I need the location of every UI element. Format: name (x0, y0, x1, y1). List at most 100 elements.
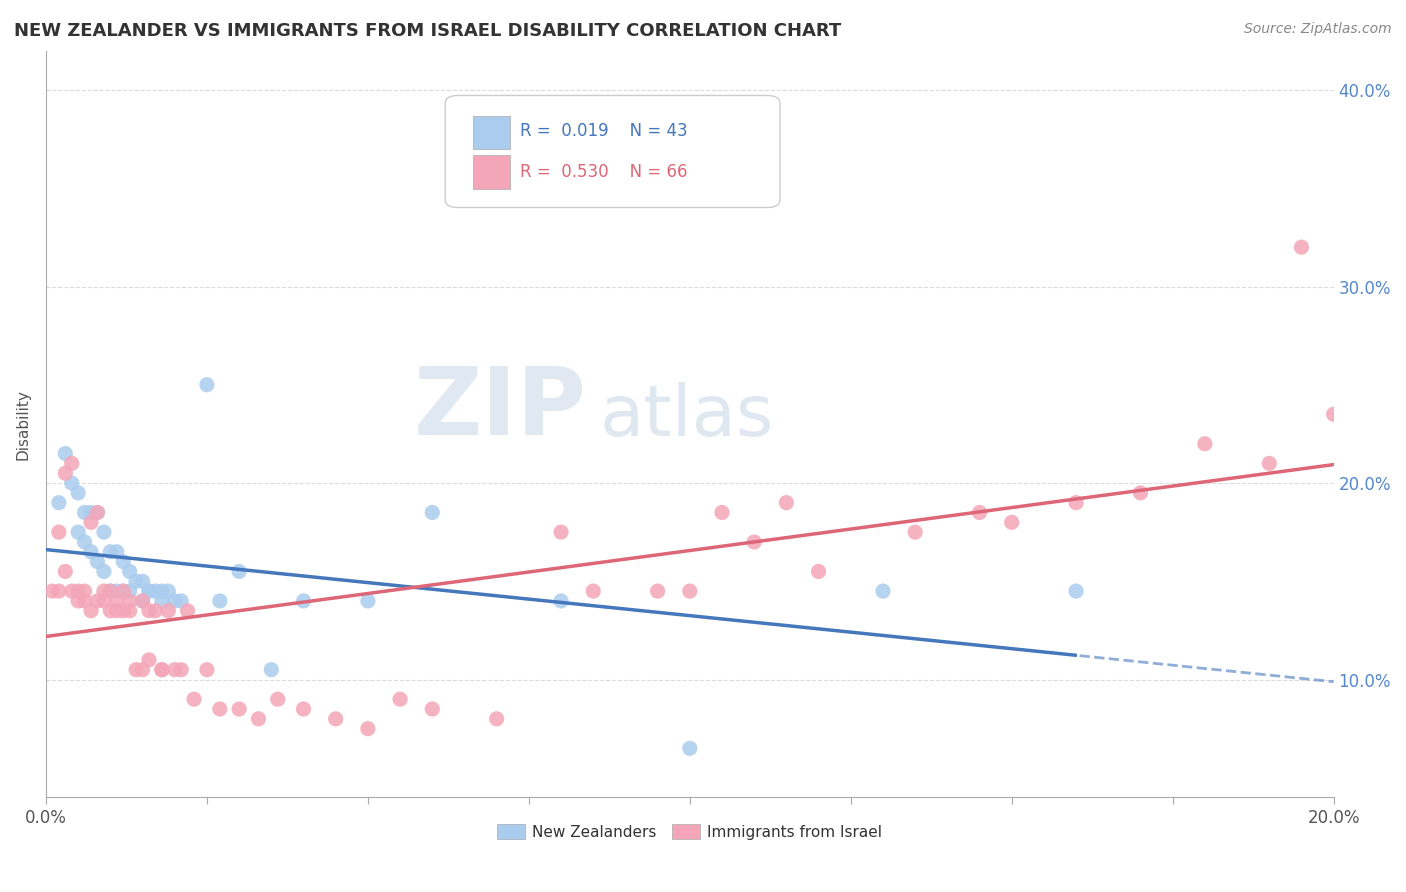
Point (260, 663, 283, 677)
Point (679, 584, 702, 599)
Point (150, 594, 173, 608)
Point (73, 594, 96, 608)
Point (170, 663, 193, 677)
Point (247, 712, 270, 726)
Text: NEW ZEALANDER VS IMMIGRANTS FROM ISRAEL DISABILITY CORRELATION CHART: NEW ZEALANDER VS IMMIGRANTS FROM ISRAEL … (14, 22, 841, 40)
Point (292, 594, 315, 608)
Point (1194, 436, 1216, 450)
FancyBboxPatch shape (474, 155, 509, 189)
Point (48, 525, 70, 540)
Point (118, 594, 141, 608)
Point (176, 604, 198, 618)
Point (118, 565, 141, 579)
Point (86, 506, 108, 520)
Point (195, 663, 218, 677)
Point (98, 545, 121, 559)
Point (742, 535, 765, 549)
Point (41, 584, 63, 599)
Point (112, 604, 135, 618)
Point (228, 702, 250, 716)
Point (131, 574, 153, 589)
Point (105, 584, 128, 599)
Point (1323, 407, 1346, 421)
Text: R =  0.019    N = 43: R = 0.019 N = 43 (520, 122, 688, 140)
Point (163, 663, 186, 677)
Point (138, 604, 160, 618)
Point (679, 741, 702, 756)
Point (53, 466, 76, 480)
Point (208, 702, 231, 716)
Point (1129, 486, 1152, 500)
Point (67, 594, 90, 608)
Point (145, 604, 167, 618)
Point (131, 594, 153, 608)
Point (60, 584, 83, 599)
Point (163, 594, 186, 608)
Point (969, 506, 991, 520)
Point (711, 506, 734, 520)
Point (80, 506, 103, 520)
FancyBboxPatch shape (446, 95, 780, 208)
Point (73, 584, 96, 599)
Text: R =  0.530    N = 66: R = 0.530 N = 66 (520, 163, 688, 181)
Point (145, 584, 167, 599)
Point (131, 594, 153, 608)
Point (98, 584, 121, 599)
Point (150, 663, 173, 677)
Point (807, 565, 830, 579)
Point (112, 584, 135, 599)
Point (93, 584, 115, 599)
Point (48, 496, 70, 510)
Point (86, 506, 108, 520)
Point (208, 594, 231, 608)
Point (292, 702, 315, 716)
Point (53, 446, 76, 460)
Point (67, 486, 90, 500)
Point (325, 712, 347, 726)
Text: ZIP: ZIP (413, 363, 586, 455)
Point (118, 584, 141, 599)
Point (80, 545, 103, 559)
Point (1064, 584, 1087, 599)
Legend: New Zealanders, Immigrants from Israel: New Zealanders, Immigrants from Israel (491, 818, 889, 846)
Point (53, 565, 76, 579)
Point (73, 535, 96, 549)
Point (150, 663, 173, 677)
Point (67, 584, 90, 599)
Point (98, 584, 121, 599)
Y-axis label: Disability: Disability (15, 389, 30, 459)
Point (60, 456, 83, 470)
Point (183, 692, 205, 706)
Point (195, 377, 218, 392)
Point (138, 584, 160, 599)
Point (550, 594, 572, 608)
Point (775, 496, 797, 510)
Point (105, 604, 128, 618)
Point (118, 604, 141, 618)
Point (1064, 496, 1087, 510)
Point (98, 604, 121, 618)
Point (86, 555, 108, 569)
Point (105, 594, 128, 608)
Point (872, 584, 894, 599)
Point (389, 692, 412, 706)
Point (157, 604, 180, 618)
Point (105, 545, 128, 559)
Point (67, 525, 90, 540)
Text: atlas: atlas (600, 382, 775, 451)
Text: Source: ZipAtlas.com: Source: ZipAtlas.com (1244, 22, 1392, 37)
Point (647, 584, 669, 599)
Point (73, 506, 96, 520)
Point (267, 692, 290, 706)
Point (357, 594, 380, 608)
Point (80, 604, 103, 618)
Point (93, 565, 115, 579)
Point (485, 712, 508, 726)
Point (131, 663, 153, 677)
Point (125, 574, 148, 589)
Point (420, 506, 443, 520)
Point (93, 594, 115, 608)
Point (138, 653, 160, 667)
Point (1258, 456, 1281, 470)
Point (138, 584, 160, 599)
